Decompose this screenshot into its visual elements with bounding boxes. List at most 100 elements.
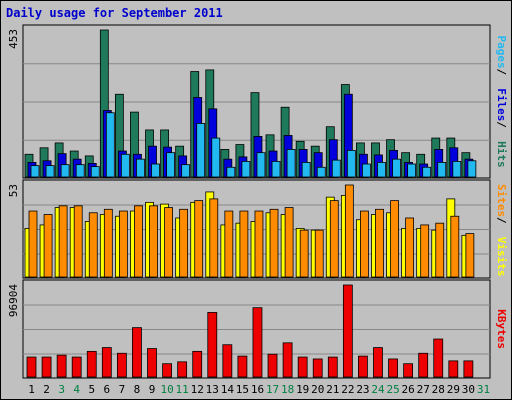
bar-sites-day-12 — [194, 200, 204, 278]
bar-pages-day-16 — [256, 152, 266, 178]
bar-pages-day-14 — [226, 166, 236, 178]
bar-sites-day-11 — [179, 208, 189, 278]
bar-sites-day-20 — [314, 229, 324, 278]
bar-sites-day-14 — [224, 210, 234, 278]
bar-pages-day-7 — [120, 153, 130, 178]
bar-sites-day-22 — [344, 184, 354, 278]
bar-kbytes-day-27 — [418, 352, 429, 378]
bar-kbytes-day-16 — [252, 307, 263, 378]
day-label-2: 2 — [43, 383, 50, 396]
bar-sites-day-8 — [134, 205, 143, 278]
bar-pages-day-15 — [241, 161, 251, 178]
day-label-19: 19 — [296, 383, 309, 396]
bar-sites-day-1 — [28, 210, 38, 278]
bar-pages-day-10 — [166, 152, 175, 178]
bar-pages-day-2 — [45, 165, 55, 178]
bar-sites-day-18 — [284, 207, 294, 278]
bar-pages-day-26 — [407, 163, 417, 178]
bar-kbytes-day-1 — [26, 356, 37, 378]
bar-pages-day-5 — [90, 166, 100, 178]
bar-kbytes-day-12 — [192, 350, 203, 378]
bar-kbytes-day-20 — [312, 358, 323, 378]
day-label-26: 26 — [402, 383, 415, 396]
bar-kbytes-day-13 — [207, 312, 218, 378]
legend-separator: / — [495, 121, 508, 128]
bar-kbytes-day-25 — [388, 358, 398, 378]
bar-kbytes-day-24 — [373, 347, 383, 378]
legend-separator: / — [495, 217, 508, 224]
bar-sites-day-25 — [390, 200, 399, 278]
bar-sites-day-17 — [269, 208, 279, 278]
bar-sites-day-6 — [103, 208, 113, 278]
bar-pages-day-6 — [105, 112, 115, 178]
day-label-22: 22 — [341, 383, 354, 396]
day-label-31: 31 — [477, 383, 490, 396]
bar-pages-day-21 — [331, 159, 341, 178]
bar-sites-day-4 — [73, 205, 83, 278]
bar-pages-day-8 — [136, 158, 145, 178]
bar-sites-day-3 — [58, 205, 68, 278]
ymax-label-visits-sites: 53 — [7, 184, 20, 197]
bar-kbytes-day-19 — [297, 356, 308, 378]
day-label-28: 28 — [432, 383, 445, 396]
bar-kbytes-day-15 — [237, 355, 248, 378]
bar-kbytes-day-9 — [147, 348, 157, 378]
day-label-7: 7 — [119, 383, 126, 396]
bar-sites-day-16 — [254, 210, 264, 278]
legend-files: Files — [495, 88, 508, 121]
bar-kbytes-day-30 — [463, 360, 474, 378]
bar-kbytes-day-22 — [342, 284, 353, 378]
ymax-label-kbytes: 96904 — [7, 284, 20, 317]
bar-kbytes-day-17 — [267, 353, 278, 378]
day-label-11: 11 — [176, 383, 189, 396]
bar-kbytes-day-2 — [41, 356, 52, 378]
bar-sites-day-21 — [329, 200, 339, 278]
chart-title: Daily usage for September 2011 — [6, 6, 223, 20]
bar-pages-day-3 — [60, 164, 70, 178]
day-label-15: 15 — [236, 383, 249, 396]
legend-pages: Pages — [495, 36, 508, 69]
bar-sites-day-23 — [360, 210, 369, 278]
bar-sites-day-29 — [450, 215, 460, 278]
bar-kbytes-day-23 — [358, 355, 368, 378]
bar-kbytes-day-28 — [433, 338, 444, 378]
bar-sites-day-19 — [299, 229, 309, 278]
day-label-23: 23 — [356, 383, 369, 396]
bar-pages-day-9 — [151, 163, 160, 178]
bar-pages-day-24 — [377, 161, 386, 178]
day-label-4: 4 — [73, 383, 80, 396]
bar-kbytes-day-8 — [132, 327, 142, 378]
bar-sites-day-9 — [149, 205, 158, 278]
bar-pages-day-4 — [75, 164, 85, 178]
day-label-1: 1 — [28, 383, 35, 396]
day-label-30: 30 — [462, 383, 475, 396]
bar-pages-day-12 — [196, 123, 206, 178]
day-label-6: 6 — [104, 383, 111, 396]
day-label-10: 10 — [160, 383, 173, 396]
bar-kbytes-day-7 — [116, 352, 127, 378]
bar-pages-day-28 — [437, 161, 447, 178]
legend-separator: / — [495, 69, 508, 76]
bar-sites-day-7 — [118, 210, 128, 278]
day-label-18: 18 — [281, 383, 294, 396]
day-label-16: 16 — [251, 383, 264, 396]
bar-kbytes-day-10 — [162, 363, 172, 378]
bar-pages-day-20 — [316, 166, 326, 178]
bar-kbytes-day-14 — [222, 344, 233, 378]
bar-pages-day-23 — [362, 163, 371, 178]
day-label-20: 20 — [311, 383, 324, 396]
bar-pages-day-13 — [211, 137, 221, 178]
bar-sites-day-28 — [435, 222, 445, 278]
day-label-29: 29 — [447, 383, 460, 396]
bar-sites-day-26 — [405, 217, 415, 278]
legend-hits: Hits — [495, 141, 508, 168]
day-label-27: 27 — [417, 383, 430, 396]
bar-kbytes-day-11 — [177, 361, 188, 378]
bar-kbytes-day-3 — [56, 354, 67, 378]
bar-pages-day-29 — [452, 161, 462, 178]
bar-pages-day-18 — [286, 149, 296, 178]
bar-pages-day-1 — [30, 165, 40, 178]
bar-pages-day-19 — [301, 161, 311, 178]
bar-sites-day-2 — [43, 214, 53, 278]
